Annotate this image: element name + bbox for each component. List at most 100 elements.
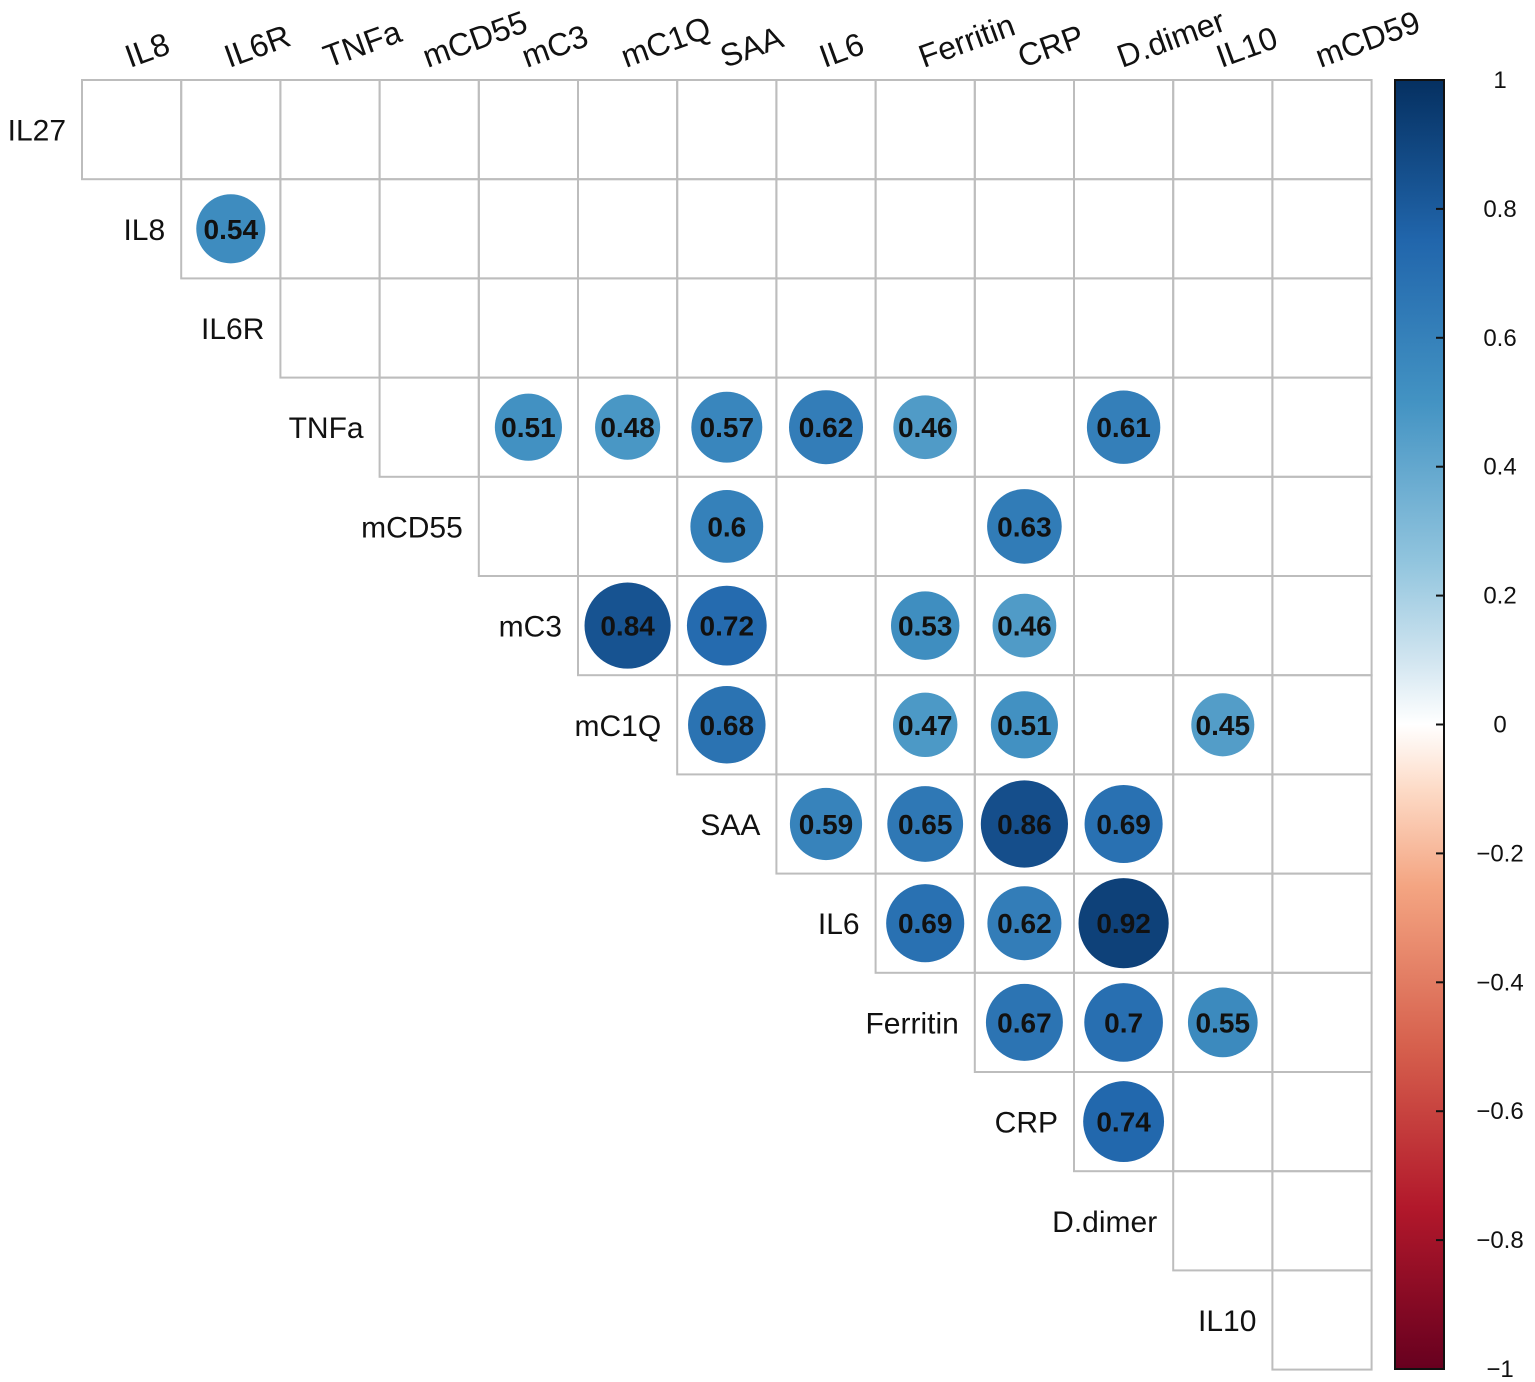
grid-cell-il6r-d-dimer (1073, 277, 1175, 379)
legend-tick-label-0-4: 0.4 (1483, 454, 1516, 481)
grid-cell-il27-mcd59 (1271, 79, 1373, 181)
grid-cell-il6r-il10 (1172, 277, 1274, 379)
correlation-value-mc3-mc1q: 0.84 (600, 611, 655, 642)
grid-cell-d-dimer-mcd59 (1271, 1170, 1373, 1272)
grid-cell-il6r-il6 (775, 277, 877, 379)
row-label-d-dimer: D.dimer (1052, 1206, 1157, 1239)
legend-tick-label--0-8: −0.8 (1476, 1227, 1523, 1254)
correlation-circle-mc3-ferritin (890, 591, 960, 660)
correlation-value-mcd55-crp: 0.63 (997, 511, 1052, 542)
legend-tick-label--0-4: −0.4 (1476, 969, 1523, 996)
correlation-value-mc3-ferritin: 0.53 (898, 611, 953, 642)
grid-cell-il6r-mcd55 (378, 277, 480, 379)
grid-cell-tnfa-crp (973, 376, 1075, 478)
grid-cell-mc1q-mcd59 (1271, 674, 1373, 776)
correlation-mc1q-saa: 0.68 (688, 686, 766, 764)
grid-cell-il6r-tnfa (279, 277, 381, 379)
column-label-il6r: IL6R (219, 18, 295, 75)
correlation-value-saa-ferritin: 0.65 (898, 809, 953, 840)
correlation-ferritin-crp: 0.67 (985, 983, 1063, 1061)
grid-cell-tnfa-mcd59 (1271, 376, 1373, 478)
correlation-circle-mcd55-crp (987, 489, 1062, 564)
correlation-mc3-saa: 0.72 (686, 585, 767, 666)
correlation-circle-tnfa-ferritin (893, 395, 958, 460)
legend-tick-label-0-2: 0.2 (1483, 583, 1516, 610)
correlation-value-il6-crp: 0.62 (997, 908, 1052, 939)
grid-cell-saa-il10 (1172, 773, 1274, 875)
correlation-tnfa-mc3: 0.51 (494, 393, 562, 461)
correlation-saa-crp: 0.86 (980, 780, 1068, 868)
correlation-value-mc3-saa: 0.72 (700, 611, 755, 642)
grid-cell-il27-il6r (180, 79, 282, 181)
circle-layer: 0.54 0.51 0.48 0.57 0.62 0.46 0.61 0.6 0.63 0.84 0… (196, 194, 1258, 1163)
grid-cell-il6r-mc3 (477, 277, 579, 379)
correlation-value-il8-il6r: 0.54 (204, 214, 259, 245)
column-label-il8: IL8 (120, 26, 174, 75)
correlation-value-tnfa-il6: 0.62 (799, 412, 854, 443)
row-label-il6r: IL6R (201, 313, 264, 346)
legend-tick-label-0-8: 0.8 (1483, 196, 1516, 223)
correlation-circle-il6-d-dimer (1078, 878, 1169, 969)
grid-cell-il8-d-dimer (1073, 178, 1175, 280)
correlation-saa-d-dimer: 0.69 (1084, 784, 1163, 864)
grid-cell-il27-mc3 (477, 79, 579, 181)
correlation-value-ferritin-d-dimer: 0.7 (1104, 1007, 1143, 1038)
correlation-mc3-ferritin: 0.53 (890, 591, 960, 660)
grid-cell-il27-ferritin (874, 79, 976, 181)
correlation-circle-saa-crp (980, 780, 1068, 868)
column-label-crp: CRP (1013, 18, 1089, 75)
grid-cell-mcd55-il6 (775, 475, 877, 577)
row-label-mcd55: mCD55 (361, 511, 463, 544)
column-label-saa: SAA (715, 19, 788, 75)
grid-cell-saa-mcd59 (1271, 773, 1373, 875)
grid-cell-il6r-mcd59 (1271, 277, 1373, 379)
correlation-mc3-mc1q: 0.84 (584, 582, 671, 669)
grid-cell-il27-mcd55 (378, 79, 480, 181)
grid-cell-il8-mcd59 (1271, 178, 1373, 280)
correlation-value-mc1q-crp: 0.51 (997, 710, 1052, 741)
legend-tick-label--1: −1 (1486, 1356, 1513, 1382)
correlation-value-crp-d-dimer: 0.74 (1096, 1107, 1151, 1138)
correlation-value-tnfa-mc3: 0.51 (501, 412, 556, 443)
correlation-value-mc3-crp: 0.46 (997, 611, 1052, 642)
correlation-value-mc1q-il10: 0.45 (1196, 710, 1251, 741)
correlation-circle-saa-d-dimer (1084, 784, 1163, 864)
correlation-circle-tnfa-d-dimer (1086, 390, 1161, 464)
correlation-circle-il6-ferritin (886, 884, 965, 963)
grid-cell-il27-saa (676, 79, 778, 181)
grid-cell-il27-il10 (1172, 79, 1274, 181)
correlation-circle-mc3-saa (686, 585, 767, 666)
legend-tick-label-0-6: 0.6 (1483, 325, 1516, 352)
grid-cell-il27-tnfa (279, 79, 381, 181)
grid-cell-il6r-saa (676, 277, 778, 379)
correlation-value-saa-crp: 0.86 (997, 809, 1052, 840)
column-label-mc1q: mC1Q (616, 9, 715, 74)
correlation-value-mcd55-saa: 0.6 (707, 511, 746, 542)
row-label-mc1q: mC1Q (575, 710, 662, 743)
correlation-mcd55-saa: 0.6 (690, 489, 764, 563)
correlation-circle-mc1q-ferritin (892, 692, 958, 758)
grid-cell-il8-tnfa (279, 178, 381, 280)
row-label-il6: IL6 (818, 908, 860, 941)
legend-tick-label-0: 0 (1493, 712, 1506, 739)
correlation-ferritin-il10: 0.55 (1187, 987, 1258, 1058)
grid-cell-tnfa-il10 (1172, 376, 1274, 478)
correlation-circle-mc3-crp (992, 593, 1057, 658)
row-label-il10: IL10 (1198, 1305, 1256, 1338)
correlation-mcd55-crp: 0.63 (987, 489, 1062, 564)
row-labels: IL27 IL8 IL6R TNFa mCD55 mC3 mC1Q SAA IL6 Ferriti… (8, 115, 1257, 1338)
correlation-value-mc1q-saa: 0.68 (700, 710, 755, 741)
correlation-circle-ferritin-il10 (1187, 987, 1258, 1058)
correlation-tnfa-il6: 0.62 (788, 390, 864, 465)
correlation-ferritin-d-dimer: 0.7 (1084, 983, 1163, 1062)
correlation-circle-crp-d-dimer (1083, 1081, 1165, 1163)
grid-cell-mcd55-d-dimer (1073, 475, 1175, 577)
correlation-value-ferritin-crp: 0.67 (997, 1007, 1052, 1038)
correlation-circle-il6-crp (987, 886, 1062, 961)
correlation-circle-ferritin-d-dimer (1084, 983, 1163, 1062)
grid-cell-crp-mcd59 (1271, 1071, 1373, 1173)
correlation-circle-saa-ferritin (887, 786, 964, 862)
correlation-value-tnfa-ferritin: 0.46 (898, 412, 953, 443)
